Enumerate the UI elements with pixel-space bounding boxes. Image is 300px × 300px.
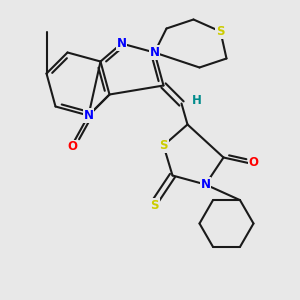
Text: S: S xyxy=(150,199,159,212)
Text: O: O xyxy=(67,140,77,154)
Text: S: S xyxy=(216,25,225,38)
Text: N: N xyxy=(116,37,127,50)
Text: N: N xyxy=(149,46,160,59)
Text: O: O xyxy=(248,155,259,169)
Text: H: H xyxy=(192,94,201,107)
Text: S: S xyxy=(159,139,168,152)
Text: N: N xyxy=(83,109,94,122)
Text: N: N xyxy=(200,178,211,191)
